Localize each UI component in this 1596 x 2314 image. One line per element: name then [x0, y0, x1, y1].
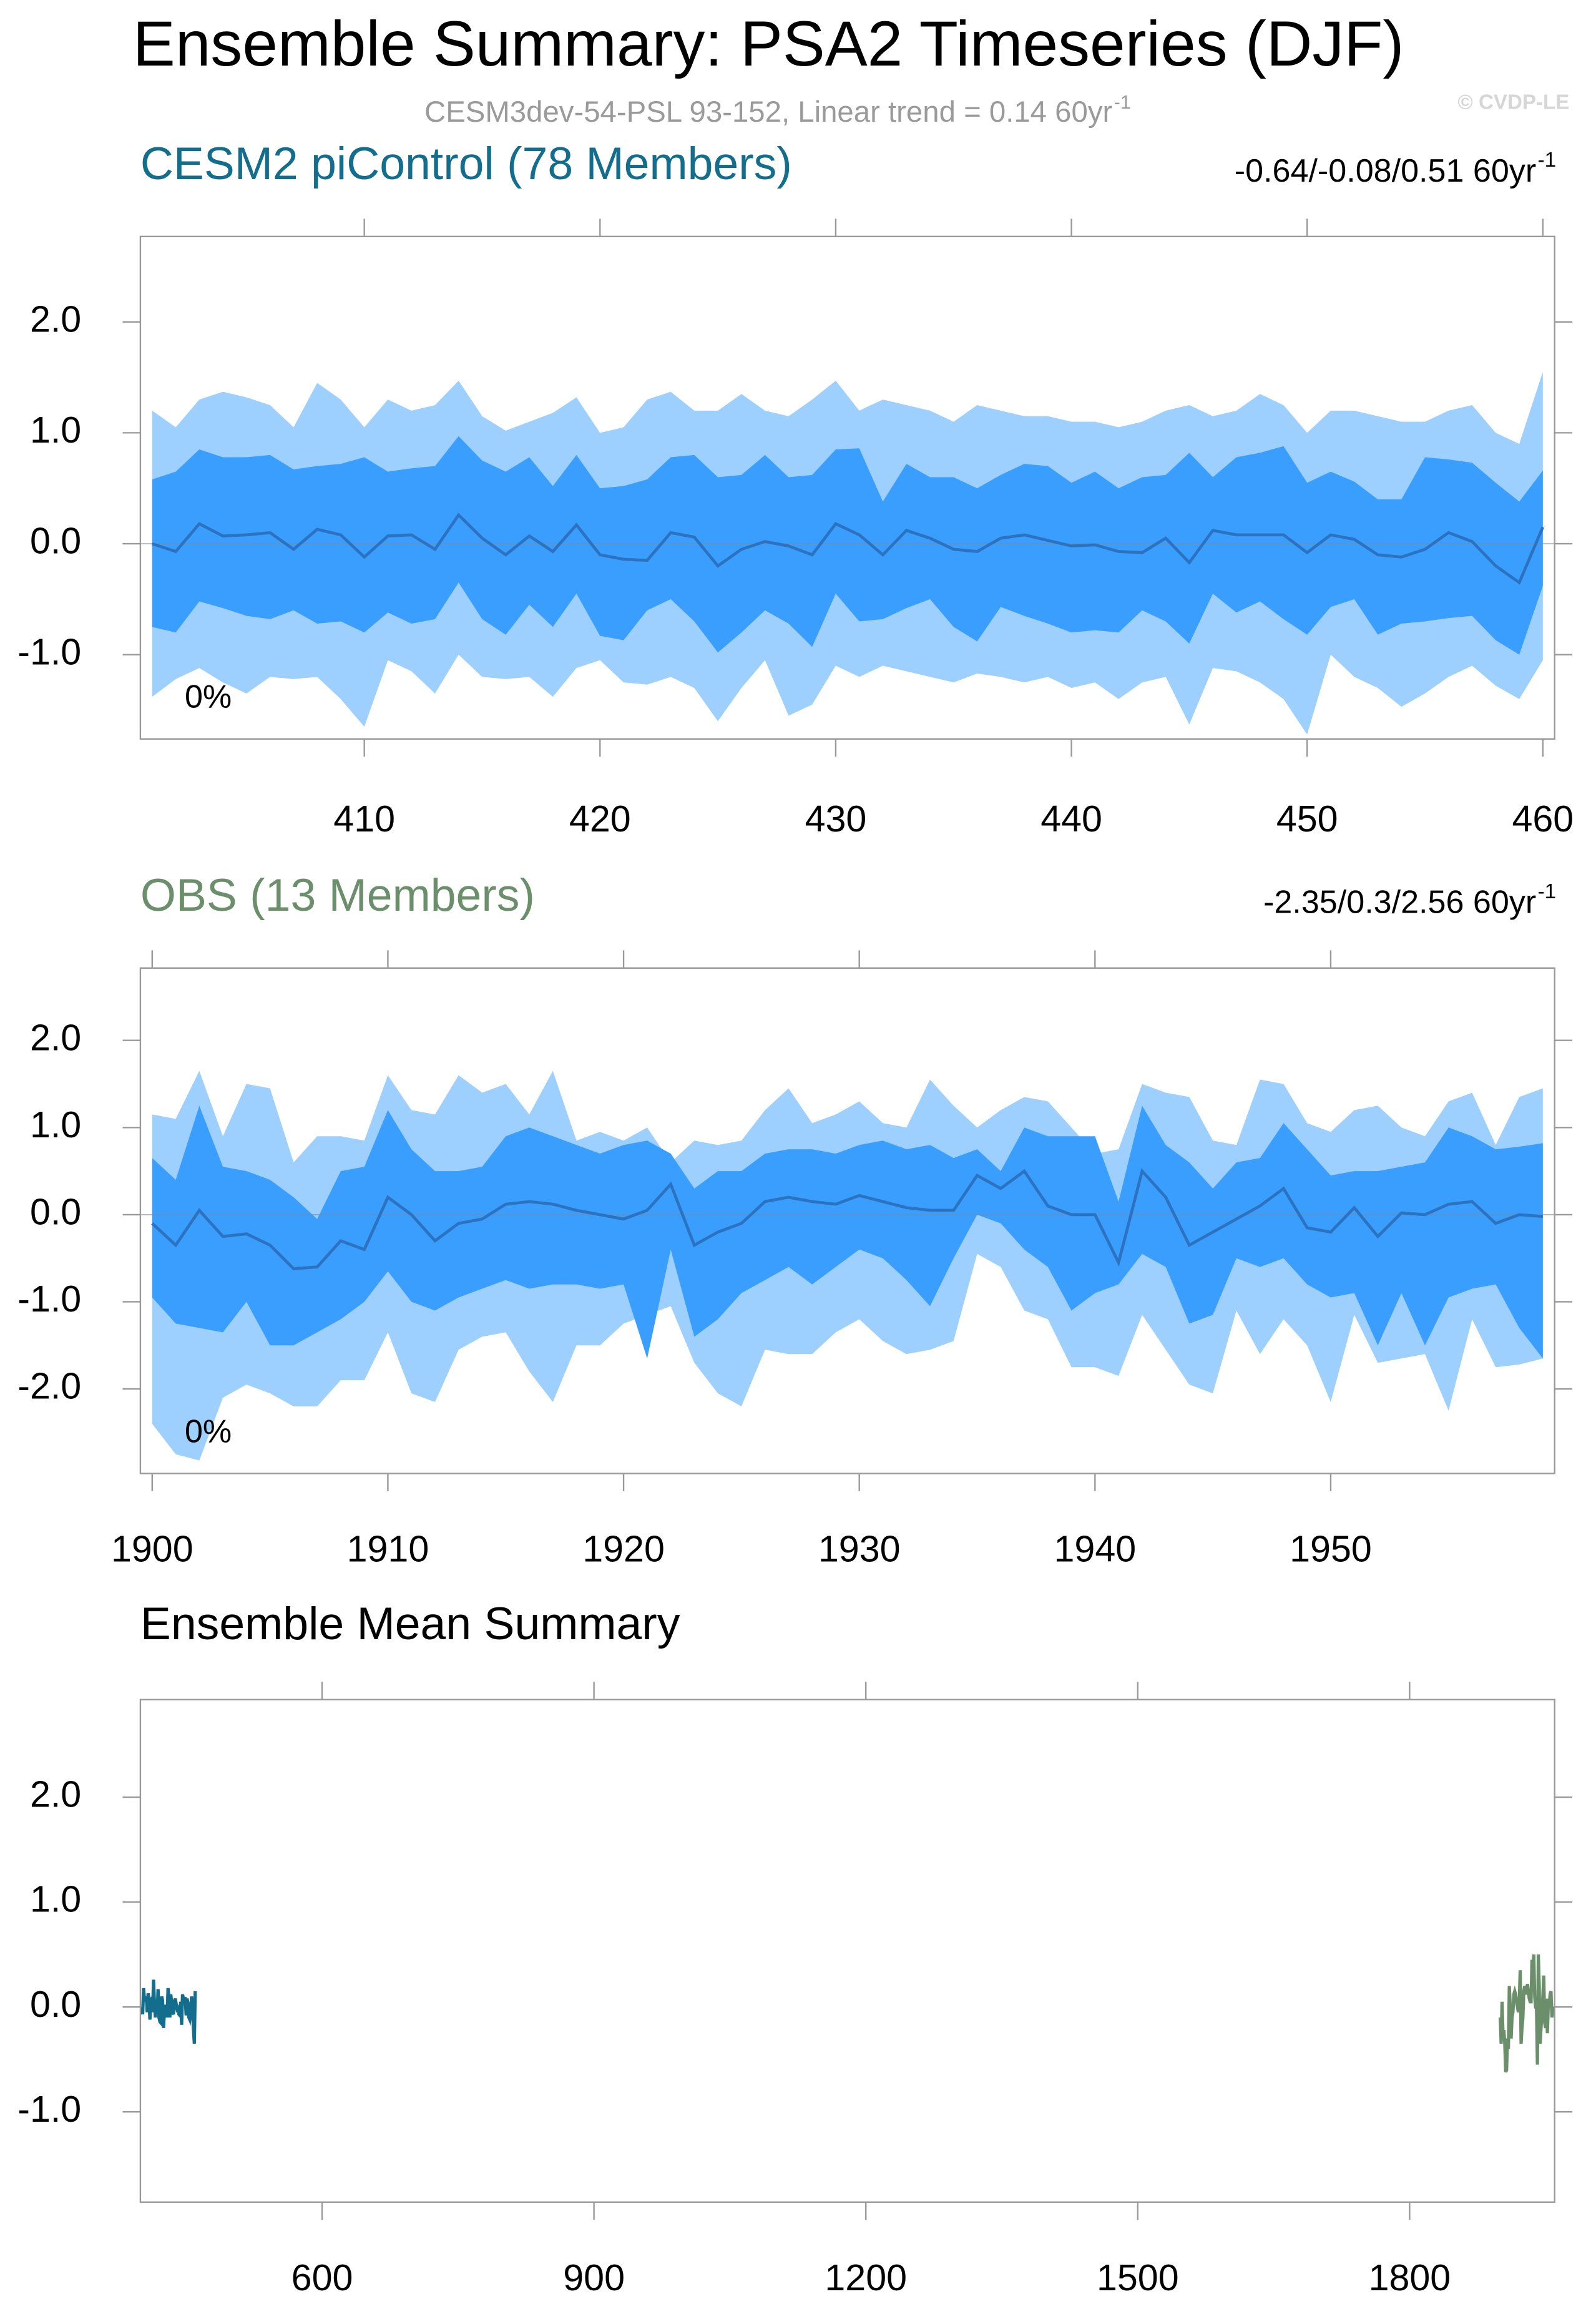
- x-tick-label: 430: [805, 798, 867, 840]
- x-tick-label: 420: [569, 798, 631, 840]
- y-tick-label: 1.0: [30, 409, 81, 451]
- trend-superscript: -1: [1538, 880, 1556, 903]
- x-tick-label: 410: [333, 798, 395, 840]
- plot-frame: [139, 235, 1555, 740]
- x-tick-label: 1940: [1054, 1528, 1137, 1570]
- annotation: 0%: [185, 1413, 232, 1449]
- x-tick-label: 1800: [1369, 2257, 1451, 2298]
- x-tick-label: 600: [291, 2257, 353, 2298]
- x-tick-label: 460: [1512, 798, 1574, 840]
- subtitle-superscript: -1: [1114, 91, 1131, 113]
- band-inner: [152, 1106, 1543, 1359]
- mean-line: [151, 1168, 1544, 1270]
- x-tick-label: 1500: [1097, 2257, 1179, 2298]
- credit: © CVDP-LE: [1457, 91, 1569, 114]
- y-tick-label: -1.0: [17, 1278, 81, 1320]
- plot-frame: [139, 967, 1555, 1474]
- panel-title: Ensemble Mean Summary: [140, 1598, 680, 1649]
- trend-label: -2.35/0.3/2.56 60yr: [1263, 885, 1536, 921]
- plot-frame: [139, 1699, 1555, 2203]
- figure-subtitle: CESM3dev-54-PSL 93-152, Linear trend = 0…: [424, 96, 1112, 129]
- x-tick-label: 900: [563, 2257, 625, 2298]
- trend-label: -0.64/-0.08/0.51 60yr: [1235, 153, 1536, 189]
- series-line: [140, 1979, 197, 2044]
- y-tick-label: 1.0: [30, 1878, 81, 1920]
- x-tick-label: 450: [1276, 798, 1338, 840]
- mean-line: [152, 512, 1545, 585]
- band-inner: [152, 436, 1543, 655]
- x-tick-label: 1950: [1290, 1528, 1372, 1570]
- y-tick-label: 0.0: [30, 1983, 81, 2025]
- y-tick-label: 2.0: [30, 1773, 81, 1815]
- x-tick-label: 1930: [818, 1528, 901, 1570]
- x-tick-label: 1910: [347, 1528, 429, 1570]
- y-tick-label: 0.0: [30, 520, 81, 562]
- y-tick-label: -2.0: [17, 1365, 81, 1407]
- trend-superscript: -1: [1538, 149, 1556, 172]
- x-tick-label: 1200: [825, 2257, 907, 2298]
- y-tick-label: -1.0: [17, 2088, 81, 2130]
- x-tick-label: 1920: [582, 1528, 665, 1570]
- x-tick-label: 440: [1040, 798, 1102, 840]
- annotation: 0%: [185, 679, 232, 715]
- panel-title: CESM2 piControl (78 Members): [140, 138, 792, 189]
- figure-title: Ensemble Summary: PSA2 Timeseries (DJF): [133, 8, 1404, 79]
- y-tick-label: 0.0: [30, 1191, 81, 1233]
- y-tick-label: 1.0: [30, 1104, 81, 1145]
- panel-title: OBS (13 Members): [140, 870, 535, 921]
- y-tick-label: -1.0: [17, 630, 81, 672]
- y-tick-label: 2.0: [30, 1016, 81, 1058]
- y-tick-label: 2.0: [30, 298, 81, 340]
- series-line: [1498, 1954, 1555, 2073]
- x-tick-label: 1900: [111, 1528, 193, 1570]
